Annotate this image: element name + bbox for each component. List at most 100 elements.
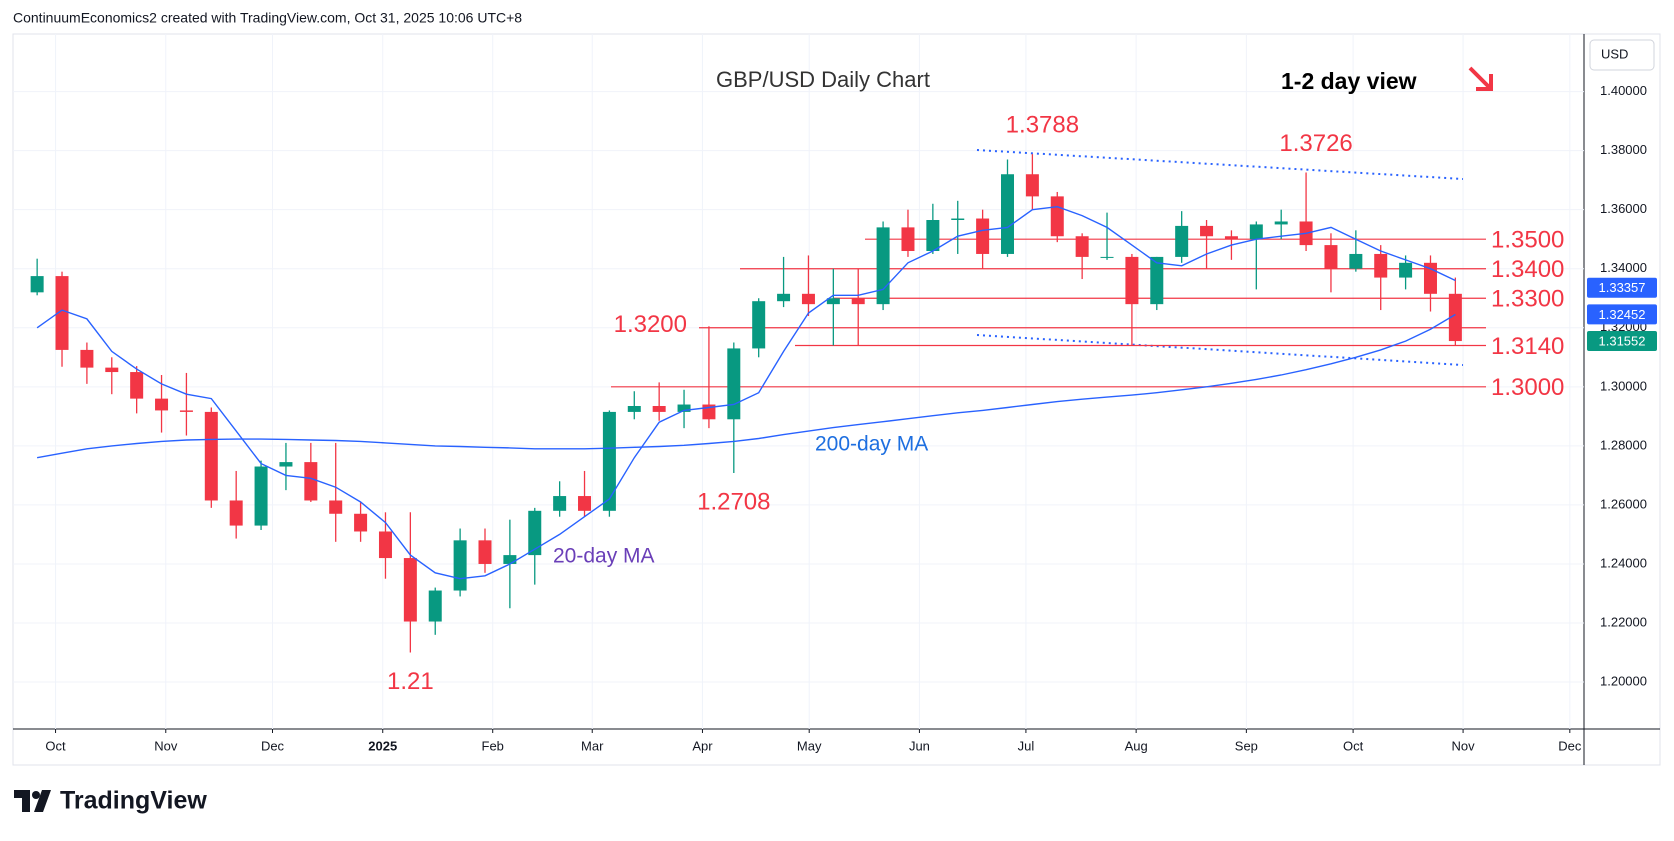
- x-tick-label: Oct: [1343, 738, 1364, 753]
- price-tag-label: 1.33357: [1599, 280, 1646, 295]
- candle-body: [1125, 256, 1139, 305]
- candle-body: [801, 293, 815, 305]
- moving-average-line: [36, 205, 1456, 580]
- candle-body: [553, 496, 567, 511]
- x-tick-label: Aug: [1125, 738, 1148, 753]
- y-tick-label: 1.28000: [1600, 437, 1647, 452]
- candle-body: [1349, 253, 1363, 269]
- candle-body: [254, 466, 268, 526]
- candle-body: [453, 540, 467, 591]
- candle-body: [1324, 245, 1338, 269]
- candle-body: [204, 411, 218, 501]
- x-tick-label: Jul: [1018, 738, 1035, 753]
- candle-body: [528, 510, 542, 556]
- x-tick-label: May: [797, 738, 822, 753]
- candle-body: [55, 276, 69, 350]
- y-tick-label: 1.30000: [1600, 378, 1647, 393]
- candle-body: [1249, 224, 1263, 240]
- down-arrow-icon: [1468, 66, 1493, 91]
- x-tick-label: Nov: [1452, 738, 1476, 753]
- candle-body: [1224, 236, 1238, 240]
- price-tag: [1587, 330, 1657, 351]
- candle-body: [826, 298, 840, 305]
- y-tick-label: 1.20000: [1600, 673, 1647, 688]
- candle-body: [901, 227, 915, 252]
- candle-body: [851, 298, 865, 305]
- x-tick-label: Apr: [692, 738, 713, 753]
- candle-body: [727, 348, 741, 420]
- candle-body: [1274, 221, 1288, 225]
- candle-body: [602, 411, 616, 511]
- x-tick-label: Dec: [261, 738, 285, 753]
- candle-body: [1399, 262, 1413, 278]
- candle-body: [1374, 253, 1388, 278]
- candle-body: [1200, 225, 1214, 237]
- candle-body: [1448, 293, 1462, 342]
- y-tick-label: 1.40000: [1600, 83, 1647, 98]
- candle-body: [1075, 236, 1089, 257]
- point-label: 1.2708: [697, 488, 770, 515]
- candle-body: [1150, 256, 1164, 305]
- candle-body: [1001, 174, 1015, 254]
- x-tick-label: Sep: [1235, 738, 1258, 753]
- candle-body: [951, 218, 965, 221]
- x-tick-label: Nov: [154, 738, 178, 753]
- level-label: 1.3400: [1491, 256, 1564, 283]
- ma-label: 20-day MA: [553, 545, 655, 568]
- candle-body: [329, 500, 343, 514]
- moving-average-line: [36, 313, 1456, 459]
- candle-body: [578, 496, 592, 511]
- y-tick-label: 1.26000: [1600, 496, 1647, 511]
- point-label: 1.21: [387, 668, 434, 695]
- chart-title: GBP/USD Daily Chart: [716, 67, 930, 92]
- plot: [30, 154, 1462, 653]
- candle-body: [677, 404, 691, 412]
- candle-body: [876, 227, 890, 305]
- candle-body: [30, 276, 44, 293]
- price-tag-label: 1.31552: [1599, 333, 1646, 348]
- footer-logo: TradingView: [60, 787, 207, 815]
- x-tick-label: 2025: [368, 738, 397, 753]
- candle-body: [130, 372, 144, 399]
- level-label: 1.3300: [1491, 286, 1564, 313]
- candle-body: [1050, 196, 1064, 237]
- candle-body: [1025, 174, 1039, 197]
- view-label: 1-2 day view: [1281, 68, 1417, 94]
- currency: USD: [1601, 46, 1628, 61]
- ma-label: 200-day MA: [815, 433, 928, 456]
- candle-body: [1100, 256, 1114, 258]
- candle-body: [478, 540, 492, 564]
- price-tag: [1587, 304, 1657, 325]
- y-tick-label: 1.22000: [1600, 614, 1647, 629]
- point-label: 1.3726: [1279, 130, 1352, 157]
- x-tick-label: Mar: [581, 738, 604, 753]
- level-label: 1.3140: [1491, 333, 1564, 360]
- candle-body: [926, 220, 940, 252]
- candle-body: [179, 410, 193, 412]
- candle-body: [403, 558, 417, 622]
- y-tick-label: 1.24000: [1600, 555, 1647, 570]
- frame: [12, 33, 1661, 766]
- x-tick-label: Jun: [909, 738, 930, 753]
- header: ContinuumEconomics2 created with Trading…: [13, 10, 522, 26]
- level-label: 1.3200: [614, 311, 687, 338]
- logo: [14, 790, 51, 812]
- candle-body: [378, 531, 392, 559]
- candle-body: [279, 462, 293, 467]
- y-tick-label: 1.36000: [1600, 201, 1647, 216]
- candle-body: [105, 367, 119, 373]
- currency-box[interactable]: [1589, 39, 1655, 71]
- candle-body: [1175, 225, 1189, 257]
- candle-body: [428, 590, 442, 622]
- x-tick-label: Oct: [45, 738, 66, 753]
- candle-body: [777, 293, 791, 302]
- candle-body: [627, 406, 641, 412]
- candle-body: [354, 513, 368, 532]
- candle-body: [652, 406, 666, 412]
- level-label: 1.3000: [1491, 374, 1564, 401]
- level-label: 1.3500: [1491, 227, 1564, 254]
- y-tick-label: 1.34000: [1600, 260, 1647, 275]
- candle-body: [80, 349, 94, 368]
